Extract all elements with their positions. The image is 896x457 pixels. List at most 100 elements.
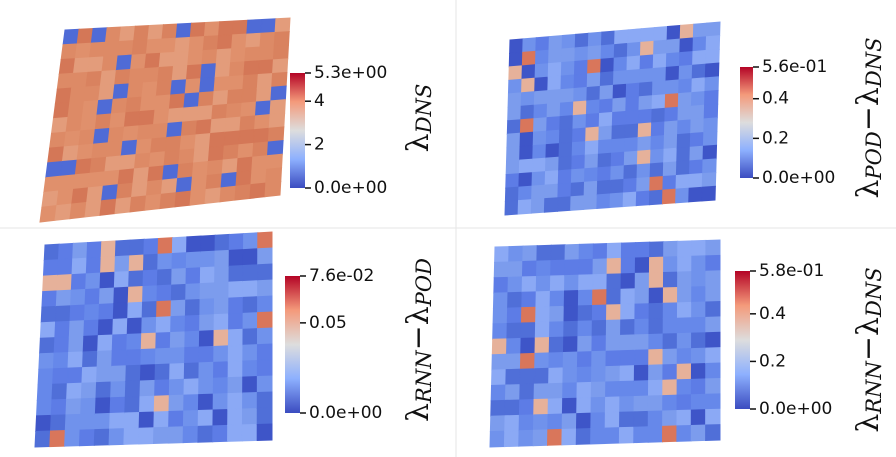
mesh-cell xyxy=(651,136,665,151)
mesh-cell xyxy=(200,315,215,332)
mesh-cell xyxy=(243,75,258,90)
mesh-cell xyxy=(215,234,229,251)
mesh-cell xyxy=(593,259,607,275)
mesh-cell xyxy=(84,304,99,320)
mesh-cell xyxy=(228,377,243,393)
mesh-cell xyxy=(115,69,131,84)
mesh-cell xyxy=(490,431,505,447)
mesh-cell xyxy=(574,87,588,102)
mesh-cell xyxy=(493,308,508,324)
mesh-cell xyxy=(637,164,651,179)
mesh-cell xyxy=(519,430,534,446)
mesh-cell xyxy=(532,185,546,199)
mesh-cell xyxy=(139,412,154,428)
mesh-cell xyxy=(69,336,84,352)
label-symbol: −λ xyxy=(851,317,886,361)
mesh-cell xyxy=(199,362,214,378)
mesh-cell xyxy=(678,272,692,288)
mesh-cell xyxy=(90,157,106,173)
label-subscript: RNN xyxy=(862,360,886,414)
mesh-cell xyxy=(136,139,152,155)
mesh-cell xyxy=(691,119,705,134)
mesh-cell xyxy=(534,91,548,106)
mesh-cell xyxy=(536,307,550,323)
mesh-cell xyxy=(194,148,210,163)
mesh-cell xyxy=(620,335,634,351)
mesh-cell xyxy=(142,302,157,318)
mesh-cell xyxy=(523,38,537,53)
mesh-cell xyxy=(40,206,57,222)
mesh-cell xyxy=(620,381,634,397)
mesh-cell xyxy=(155,95,171,110)
mesh-cell xyxy=(171,316,186,332)
mesh-cell xyxy=(170,363,185,379)
mesh-cell xyxy=(186,284,201,301)
mesh-cell xyxy=(214,77,229,92)
mesh-cell xyxy=(183,426,198,442)
mesh-cell xyxy=(663,272,677,288)
mesh-cell xyxy=(211,118,227,133)
mesh-cell xyxy=(663,349,677,365)
mesh-cell xyxy=(124,412,139,428)
mesh-cell xyxy=(273,45,288,60)
mesh-cell xyxy=(169,379,184,395)
mesh-cell xyxy=(597,194,611,209)
mesh-cell xyxy=(171,284,186,301)
mesh-cell xyxy=(585,154,599,169)
mesh-cell xyxy=(257,392,272,408)
mesh-cell xyxy=(101,257,116,273)
mesh-cell xyxy=(178,163,194,179)
mesh-cell xyxy=(546,144,560,159)
mesh-cell xyxy=(42,191,59,207)
mesh-cell xyxy=(115,198,131,214)
mesh-cell xyxy=(243,345,258,362)
mesh-cell xyxy=(565,275,579,291)
mesh-cell xyxy=(549,36,563,51)
mesh-cell xyxy=(505,415,520,431)
mesh-cell xyxy=(691,425,705,441)
mesh-cell xyxy=(189,37,204,52)
mesh-cell xyxy=(110,113,126,129)
mesh-cell xyxy=(110,397,125,413)
colorbar-tick-label: 0.2 xyxy=(762,128,789,148)
mesh-cell xyxy=(145,194,161,210)
mesh-cell xyxy=(586,127,600,142)
mesh-cell xyxy=(591,397,606,413)
mesh-cell xyxy=(571,182,585,197)
mesh-cell xyxy=(161,179,177,195)
mesh-cell xyxy=(59,175,76,191)
mesh-cell xyxy=(164,150,180,166)
mesh-cell xyxy=(690,160,704,175)
mesh-cell xyxy=(207,160,223,175)
mesh-cell xyxy=(606,382,620,398)
mesh-cell xyxy=(650,242,664,258)
mesh-cell xyxy=(607,258,621,274)
mesh-cell xyxy=(229,297,244,314)
mesh-cell xyxy=(259,46,274,61)
mesh-cell xyxy=(560,116,574,131)
mesh-cell xyxy=(200,299,215,316)
mesh-cell xyxy=(97,351,112,367)
mesh-cell xyxy=(505,201,519,215)
mesh-cell xyxy=(520,384,535,400)
mesh-cell xyxy=(676,188,690,203)
mesh-cell xyxy=(214,282,229,299)
mesh-cell xyxy=(577,352,591,368)
mesh-cell xyxy=(50,431,65,447)
mesh-cell xyxy=(148,166,164,182)
mesh-cell xyxy=(592,305,606,321)
mesh-cell xyxy=(165,136,181,152)
mesh-cell xyxy=(562,34,576,49)
mesh-cell xyxy=(677,425,691,441)
mesh-cell xyxy=(43,260,58,276)
mesh-cell xyxy=(509,66,523,81)
mesh-cell xyxy=(198,410,213,426)
mesh-cell xyxy=(565,260,579,276)
mesh-cell xyxy=(229,234,243,251)
colorbar xyxy=(285,276,300,413)
mesh-cell xyxy=(256,87,271,102)
mesh-cell xyxy=(663,162,677,177)
mesh-cell xyxy=(591,367,605,383)
mesh-cell xyxy=(693,23,707,38)
mesh-cell xyxy=(591,382,605,398)
